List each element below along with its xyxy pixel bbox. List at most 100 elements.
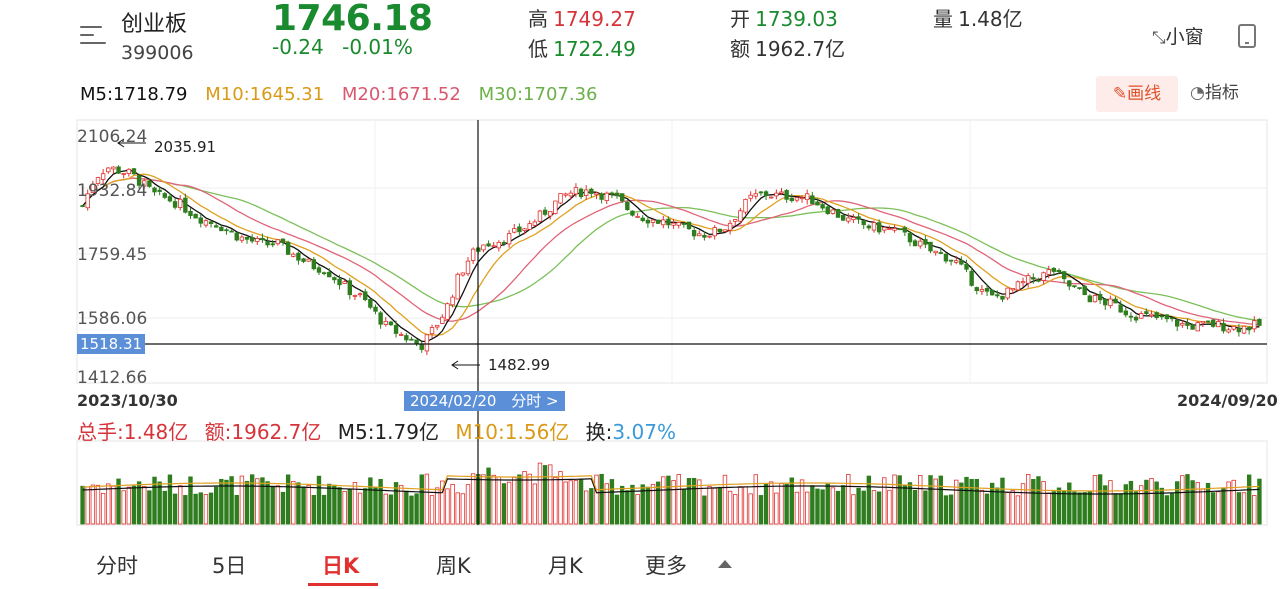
volume-bar bbox=[203, 494, 209, 525]
candle-body bbox=[1185, 322, 1190, 326]
intraday-link[interactable]: 分时 > bbox=[511, 392, 559, 410]
candle-body bbox=[640, 217, 645, 222]
tab-5day[interactable]: 5日 bbox=[212, 554, 247, 578]
volume-bar bbox=[1154, 481, 1159, 525]
volume-bar bbox=[825, 483, 830, 525]
caret-up-icon[interactable] bbox=[718, 560, 732, 568]
volume-bar bbox=[928, 475, 933, 525]
volume-bar bbox=[239, 475, 245, 525]
volume-bar bbox=[1246, 474, 1252, 525]
volume-bar bbox=[398, 484, 404, 525]
volume-bar bbox=[743, 486, 748, 525]
candle-body bbox=[337, 278, 342, 286]
volume-bar bbox=[265, 481, 270, 525]
volume-bar bbox=[234, 494, 239, 525]
volume-bar bbox=[676, 474, 681, 525]
max-arrow-head bbox=[117, 138, 125, 148]
total-volume: 总手:1.48亿 bbox=[77, 420, 189, 444]
volume-bar bbox=[1216, 491, 1221, 525]
volume-bar bbox=[270, 485, 275, 525]
volume-bar bbox=[722, 474, 728, 525]
candle-body bbox=[1097, 293, 1103, 301]
volume-bar bbox=[85, 486, 90, 525]
candle-body bbox=[265, 241, 270, 246]
candle-body bbox=[445, 303, 450, 320]
y-tick-label: 2106.24 bbox=[77, 127, 148, 147]
tab-intraday[interactable]: 分时 bbox=[96, 554, 138, 578]
volume-bar bbox=[1031, 479, 1036, 525]
tab-weekly-k[interactable]: 周K bbox=[436, 554, 471, 578]
current-price: 1746.18 bbox=[272, 0, 433, 39]
candle-body bbox=[465, 260, 471, 275]
candle-body bbox=[727, 222, 733, 231]
candle-body bbox=[404, 335, 409, 341]
candle-body bbox=[398, 334, 404, 336]
volume-bar bbox=[291, 481, 296, 525]
volume-bar bbox=[486, 467, 491, 525]
tab-daily-k[interactable]: 日K bbox=[322, 554, 360, 578]
tab-more[interactable]: 更多 bbox=[645, 554, 687, 578]
candle-body bbox=[1072, 285, 1077, 288]
candle-body bbox=[306, 258, 311, 262]
candle-body bbox=[332, 277, 337, 281]
candle-body bbox=[1108, 298, 1113, 307]
volume-bar bbox=[106, 483, 111, 525]
mini-window-button[interactable]: ⤡小窗 bbox=[1152, 26, 1204, 48]
candle-body bbox=[162, 193, 167, 198]
high-value: 1749.27 bbox=[553, 7, 636, 31]
draw-line-button[interactable]: ✎画线 bbox=[1096, 76, 1178, 112]
volume-bar bbox=[296, 482, 301, 525]
candle-body bbox=[383, 320, 388, 325]
volume-bar bbox=[167, 474, 173, 525]
volume-bar bbox=[1133, 491, 1139, 525]
indicator-button[interactable]: ◔指标 bbox=[1190, 83, 1239, 103]
candle-body bbox=[707, 235, 712, 238]
candle-body bbox=[239, 236, 245, 241]
candle-body bbox=[655, 219, 661, 224]
volume-legend: 总手:1.48亿 额:1962.7亿 M5:1.79亿 M10:1.56亿 换:… bbox=[77, 416, 686, 445]
y-tick-label: 1759.45 bbox=[77, 245, 148, 265]
volume-bar bbox=[789, 477, 794, 525]
amount-quote: 额 1962.7亿 bbox=[730, 37, 846, 61]
candle-body bbox=[1046, 269, 1051, 275]
candle-body bbox=[1036, 279, 1041, 282]
volume-bar bbox=[599, 473, 604, 525]
candle-body bbox=[517, 226, 522, 233]
candle-body bbox=[769, 196, 774, 199]
volume-bar bbox=[126, 486, 132, 525]
volume-bar bbox=[840, 485, 846, 525]
candle-body bbox=[470, 248, 476, 261]
volume-bar bbox=[609, 479, 615, 525]
phone-icon[interactable] bbox=[1238, 24, 1256, 48]
volume-bar bbox=[876, 491, 882, 525]
candle-body bbox=[1056, 269, 1062, 273]
volume-bar bbox=[923, 490, 928, 525]
menu-icon[interactable] bbox=[80, 24, 106, 46]
volume-bar bbox=[681, 489, 687, 525]
candle-body bbox=[1236, 327, 1242, 333]
volume-bar bbox=[661, 476, 666, 525]
candle-body bbox=[157, 189, 162, 192]
candle-body bbox=[450, 296, 455, 306]
volume-bar bbox=[95, 484, 101, 525]
volume-bar bbox=[229, 476, 234, 525]
candle-body bbox=[95, 177, 101, 184]
volume-bar bbox=[342, 490, 347, 525]
tab-monthly-k[interactable]: 月K bbox=[548, 554, 583, 578]
volume-bar bbox=[799, 479, 805, 525]
volume-bar bbox=[995, 487, 1000, 525]
cursor-date-label[interactable]: 2024/02/20 分时 > bbox=[404, 391, 565, 411]
amount-value: 1962.7亿 bbox=[755, 37, 846, 61]
volume-bar bbox=[594, 474, 599, 525]
shrink-arrow-icon: ⤡ bbox=[1152, 28, 1166, 48]
candle-body bbox=[681, 223, 687, 225]
volume-bar bbox=[434, 487, 440, 525]
volume-bar bbox=[542, 465, 548, 525]
candle-body bbox=[1118, 304, 1123, 313]
candle-body bbox=[784, 190, 789, 200]
candle-body bbox=[553, 200, 558, 214]
volume-bar bbox=[1097, 474, 1103, 525]
candle-body bbox=[959, 260, 964, 265]
volume-bar bbox=[871, 490, 877, 525]
